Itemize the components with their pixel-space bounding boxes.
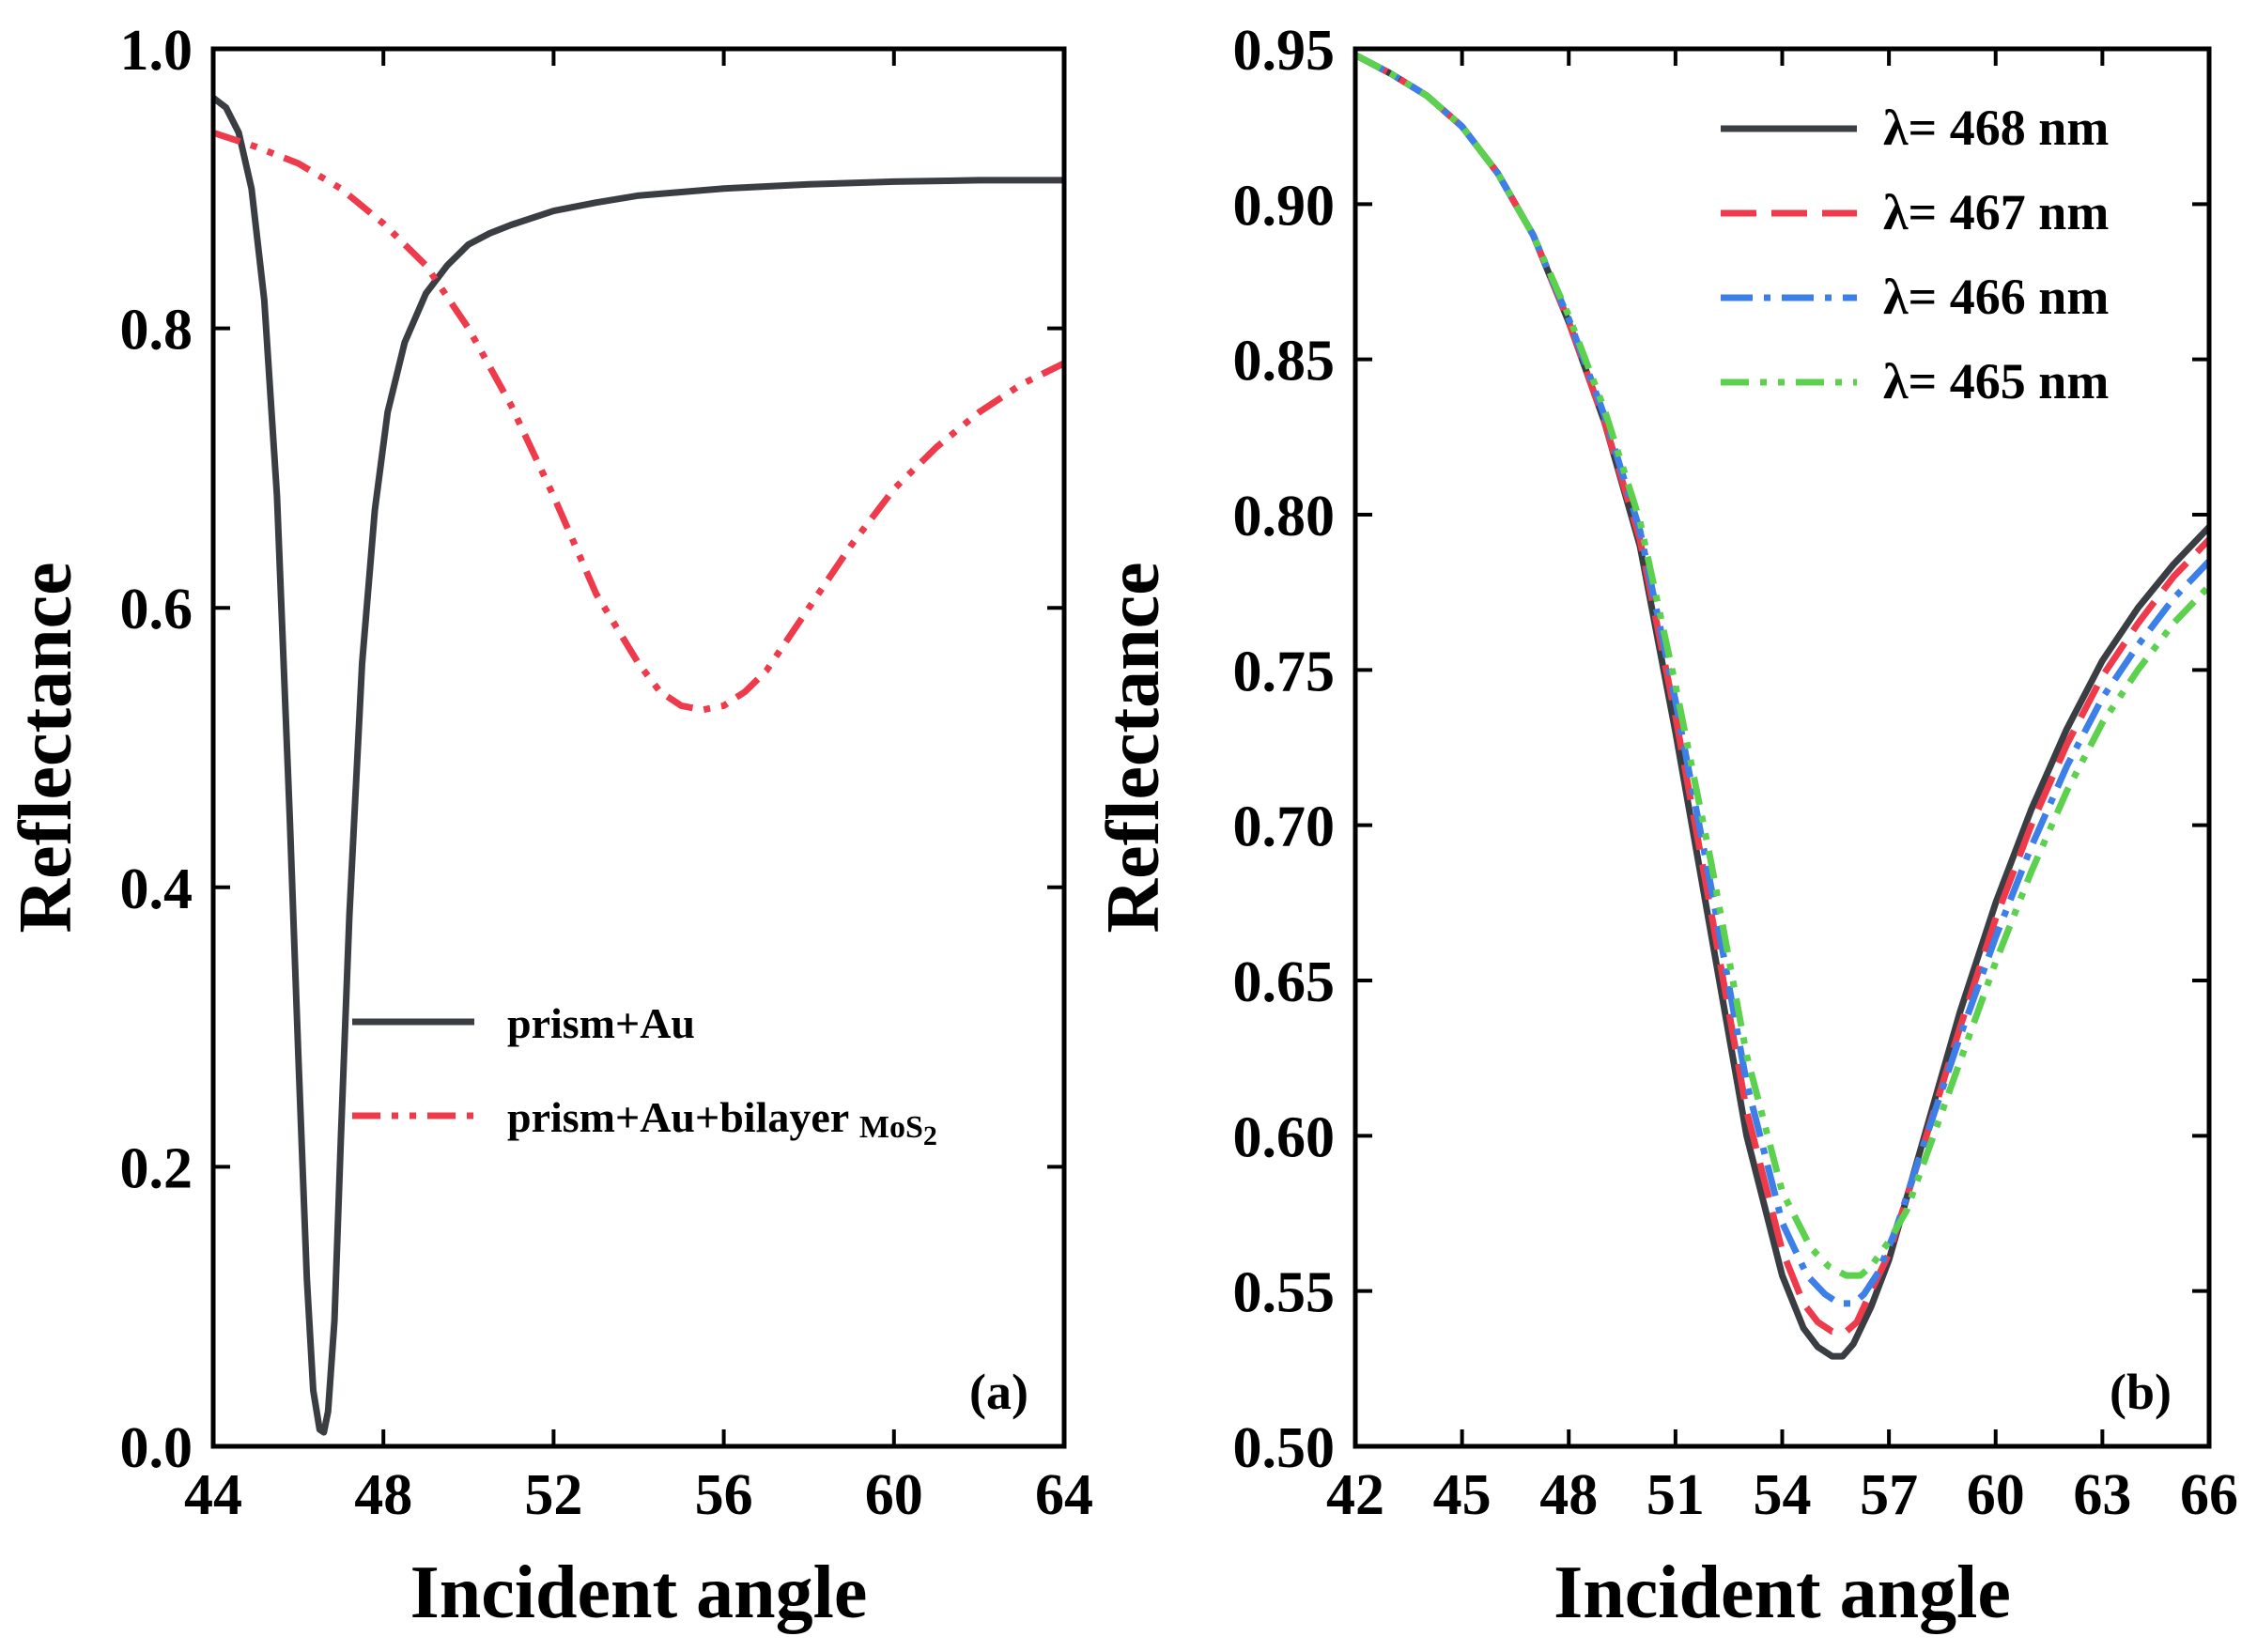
x-tick-label: 57 [1860, 1463, 1918, 1527]
legend-label-2: λ= 467 nm [1883, 184, 2109, 240]
y-axis-title: Reflectance [5, 562, 87, 933]
y-tick-label: 0.50 [1233, 1416, 1336, 1480]
x-tick-label: 60 [865, 1463, 923, 1527]
legend-label-1: prism+Au [507, 999, 695, 1047]
x-tick-label: 63 [2073, 1463, 2131, 1527]
series-group [213, 95, 1064, 1436]
y-tick-label: 0.85 [1233, 330, 1336, 394]
x-tick-label: 66 [2180, 1463, 2238, 1527]
series-line-2 [213, 129, 1064, 714]
x-tick-label: 45 [1433, 1463, 1492, 1527]
panel-a: 44 48 52 56 60 64 0.0 0.2 0.4 0.6 0.8 1.0 Incident a… [5, 19, 1093, 1634]
panel-label: (a) [969, 1364, 1028, 1420]
y-tick-label: 0.60 [1233, 1105, 1336, 1169]
legend-label-1: λ= 468 nm [1883, 100, 2109, 156]
y-axis-title: Reflectance [1092, 562, 1175, 933]
y-tick-label: 0.4 [120, 857, 193, 921]
y-tick-label: 1.0 [120, 19, 193, 83]
series-line-4 [1355, 52, 2209, 1279]
x-tick-label: 56 [695, 1463, 753, 1527]
plot-frame [1353, 46, 2212, 1449]
legend: λ= 468 nm λ= 467 nm λ= 466 nm λ= 465 nm [1721, 100, 2109, 409]
x-axis-title: Incident angle [410, 1552, 868, 1634]
series-group [1355, 52, 2209, 1360]
x-tick-label: 48 [1539, 1463, 1598, 1527]
series-line-2 [1355, 52, 2209, 1335]
x-tick-label: 51 [1646, 1463, 1705, 1527]
y-tick-label: 0.65 [1233, 950, 1336, 1014]
x-tick-label: 42 [1326, 1463, 1384, 1527]
y-tick-label: 0.6 [120, 578, 193, 641]
series-line-3 [1355, 52, 2209, 1307]
series-line-1 [1355, 52, 2209, 1360]
y-tick-label: 0.2 [120, 1136, 193, 1200]
y-tick-label: 0.0 [120, 1416, 193, 1480]
x-axis-title: Incident angle [1554, 1552, 2011, 1634]
plot-frame [210, 46, 1067, 1449]
x-tick-label: 60 [1967, 1463, 2025, 1527]
legend: prism+Au prism+Au+bilayer MoS2 [352, 999, 937, 1151]
x-tick-label: 44 [184, 1463, 242, 1527]
x-tick-label: 48 [354, 1463, 412, 1527]
x-tick-label: 54 [1754, 1463, 1812, 1527]
y-tick-label: 0.80 [1233, 485, 1336, 548]
legend-label-2: prism+Au+bilayer MoS2 [507, 1093, 937, 1151]
panel-label: (b) [2110, 1364, 2172, 1420]
y-tick-label: 0.8 [120, 299, 193, 363]
x-tick-label: 52 [524, 1463, 582, 1527]
legend-label-4: λ= 465 nm [1883, 353, 2109, 409]
y-tick-label: 0.70 [1233, 795, 1336, 859]
y-tick-label: 0.95 [1233, 19, 1336, 83]
legend-label-3: λ= 466 nm [1883, 269, 2109, 325]
y-tick-label: 0.90 [1233, 174, 1336, 238]
x-tick-label: 64 [1035, 1463, 1093, 1527]
y-tick-label: 0.75 [1233, 640, 1336, 703]
series-line-1 [213, 95, 1064, 1436]
panel-b: 42 45 48 51 54 57 60 63 66 0.50 0.55 0.60 0.65 0.70 0.… [1092, 19, 2238, 1634]
y-tick-label: 0.55 [1233, 1261, 1336, 1325]
